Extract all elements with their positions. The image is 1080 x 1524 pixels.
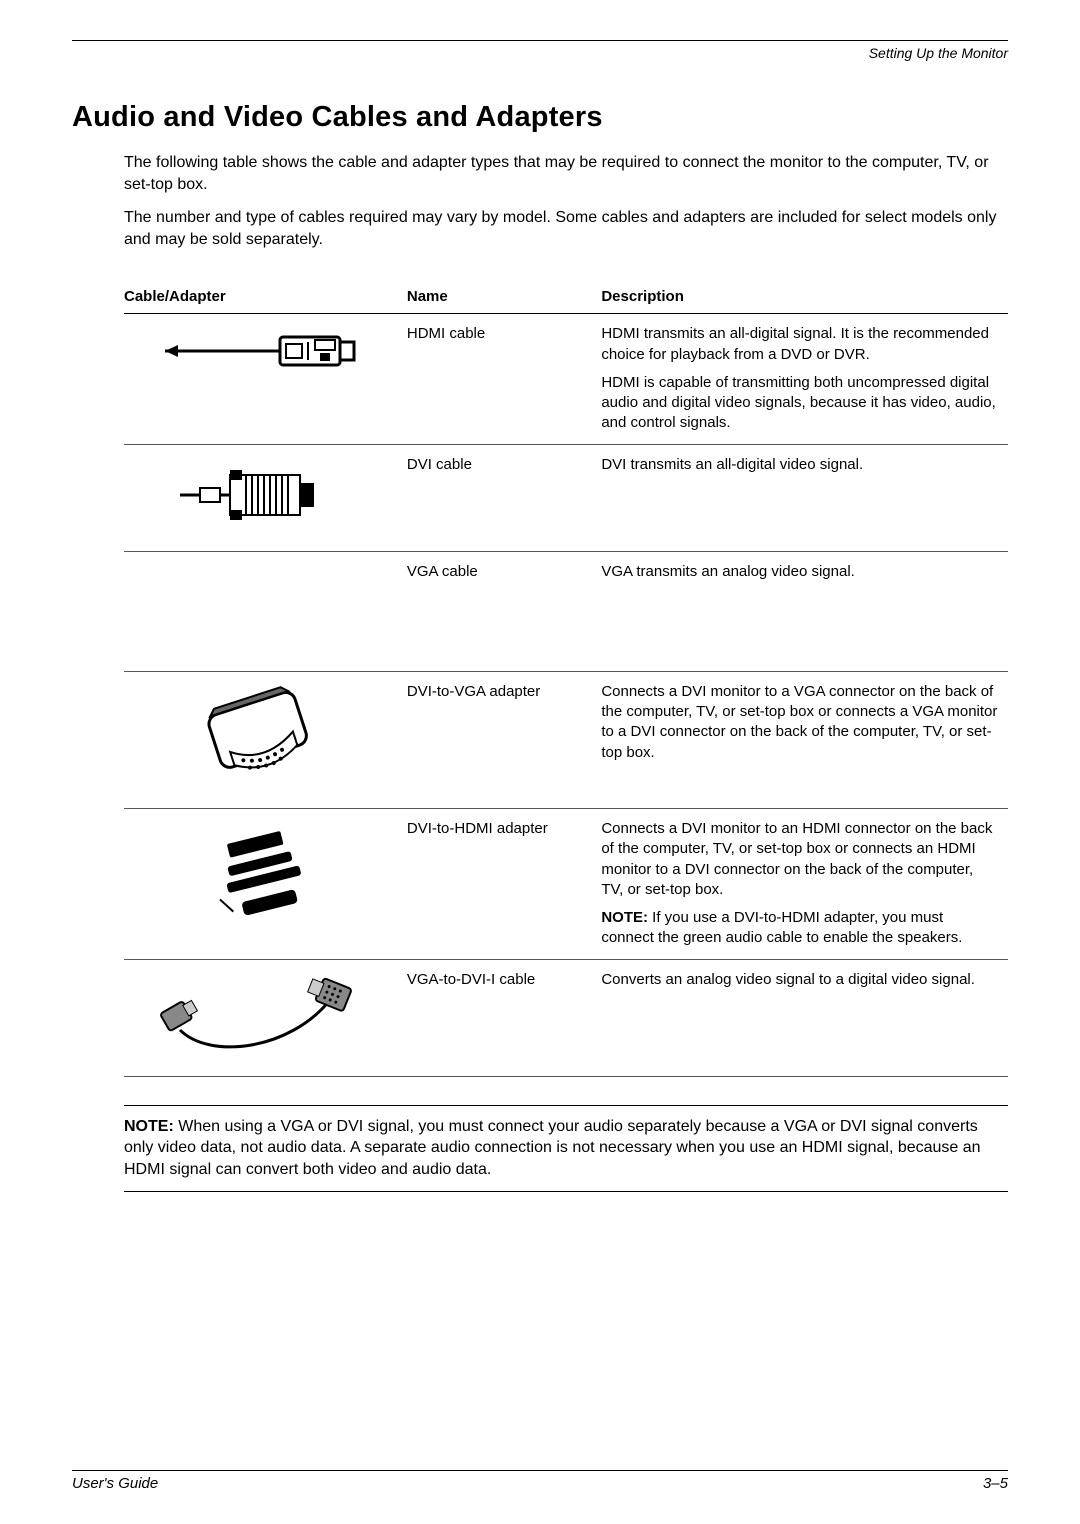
footer-left: User's Guide xyxy=(72,1475,158,1492)
table-row: VGA-to-DVI-I cable Converts an analog vi… xyxy=(124,959,1008,1076)
dvi-cable-icon xyxy=(124,444,407,551)
vga-cable-icon xyxy=(124,551,407,671)
vga-dvii-name: VGA-to-DVI-I cable xyxy=(407,959,601,1076)
hdmi-cable-icon xyxy=(124,314,407,444)
section-title: Audio and Video Cables and Adapters xyxy=(72,101,1008,134)
table-row: HDMI cable HDMI transmits an all-digital… xyxy=(124,314,1008,444)
dvi-hdmi-name: DVI-to-HDMI adapter xyxy=(407,809,601,960)
dvi-hdmi-desc: Connects a DVI monitor to an HDMI connec… xyxy=(601,809,1008,960)
intro-p1: The following table shows the cable and … xyxy=(124,152,1008,195)
cable-table: Cable/Adapter Name Description xyxy=(124,280,1008,1077)
note-label: NOTE: xyxy=(601,909,648,926)
vga-name: VGA cable xyxy=(407,551,601,671)
intro-p2: The number and type of cables required m… xyxy=(124,207,1008,250)
page-footer: User's Guide 3–5 xyxy=(72,1470,1008,1492)
dvi-vga-adapter-icon xyxy=(124,671,407,808)
footnote-label: NOTE: xyxy=(124,1118,174,1135)
header-rule xyxy=(72,40,1008,41)
dvi-vga-desc: Connects a DVI monitor to a VGA connecto… xyxy=(601,671,1008,808)
table-header-row: Cable/Adapter Name Description xyxy=(124,280,1008,314)
hdmi-name: HDMI cable xyxy=(407,314,601,444)
th-name: Name xyxy=(407,280,601,314)
dvi-vga-name: DVI-to-VGA adapter xyxy=(407,671,601,808)
table-row: VGA cable VGA transmits an analog video … xyxy=(124,551,1008,671)
table-row: DVI cable DVI transmits an all-digital v… xyxy=(124,444,1008,551)
footer-right: 3–5 xyxy=(983,1475,1008,1492)
dvi-desc: DVI transmits an all-digital video signa… xyxy=(601,444,1008,551)
hdmi-desc: HDMI transmits an all-digital signal. It… xyxy=(601,314,1008,444)
table-row: DVI-to-VGA adapter Connects a DVI monito… xyxy=(124,671,1008,808)
th-cable-adapter: Cable/Adapter xyxy=(124,280,407,314)
footnote-text: When using a VGA or DVI signal, you must… xyxy=(124,1118,981,1178)
dvi-name: DVI cable xyxy=(407,444,601,551)
intro-block: The following table shows the cable and … xyxy=(124,152,1008,262)
vga-desc: VGA transmits an analog video signal. xyxy=(601,551,1008,671)
running-header: Setting Up the Monitor xyxy=(72,45,1008,61)
vga-dvii-desc: Converts an analog video signal to a dig… xyxy=(601,959,1008,1076)
th-description: Description xyxy=(601,280,1008,314)
footnote-block: NOTE: When using a VGA or DVI signal, yo… xyxy=(124,1105,1008,1192)
table-row: DVI-to-HDMI adapter Connects a DVI monit… xyxy=(124,809,1008,960)
dvi-hdmi-adapter-icon xyxy=(124,809,407,960)
vga-dvii-cable-icon xyxy=(124,959,407,1076)
